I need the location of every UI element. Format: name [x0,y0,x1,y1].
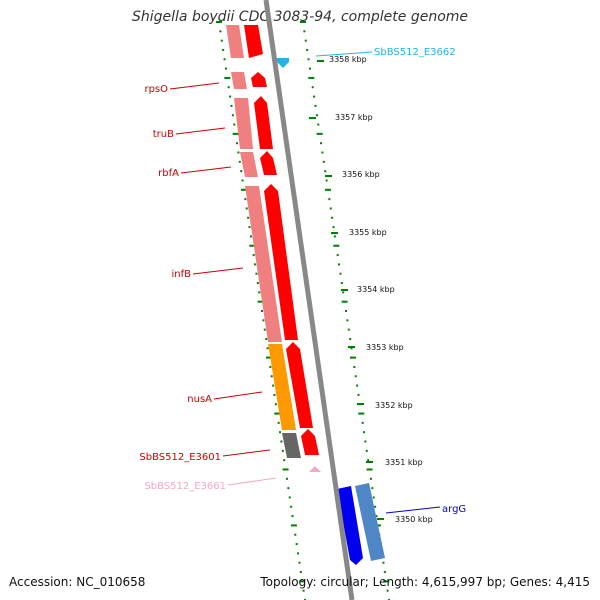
inner-dotted-ring [216,21,306,600]
accession-text: Accession: NC_010658 [9,575,146,589]
feature-SbBS512_E3662-cyan[interactable] [276,58,289,68]
kbp-tick-label: 3352 kbp [375,401,413,410]
label-leader-line [169,82,220,90]
gene-label[interactable]: SbBS512_E3661 [144,481,226,492]
feature-argG-blue[interactable] [337,486,363,565]
kbp-tick-label: 3357 kbp [335,113,373,122]
gene-label[interactable]: SbBS512_E3601 [139,452,221,463]
gene-label[interactable]: infB [172,269,192,280]
label-leader-line [175,127,226,135]
label-leader-line [180,166,232,174]
kbp-tick-label: 3353 kbp [366,343,404,352]
label-leader-line [227,477,277,486]
label-leader-line [222,449,271,457]
label-leader-line [192,267,244,275]
kbp-tick-label: 3356 kbp [342,170,380,179]
gene-label[interactable]: argG [442,504,466,515]
kbp-tick-label: 3354 kbp [357,285,395,294]
feature-SbBS512_E3601-red[interactable] [301,429,319,455]
gene-label[interactable]: nusA [187,394,212,405]
map-title: Shigella boydii CDC 3083-94, complete ge… [131,9,469,25]
feature-truB-red[interactable] [254,96,273,149]
feature-gray-small[interactable] [282,433,301,458]
kbp-ticks: 3358 kbp 3357 kbp 3356 kbp 3355 kbp 3354 kbp… [309,55,433,524]
feature-SbBS512_E3661-pink[interactable] [309,466,321,472]
label-leader-line [385,506,441,514]
gene-label[interactable]: SbBS512_E3662 [374,47,456,58]
gene-label[interactable]: rpsO [144,84,168,95]
feature-rbfA-red[interactable] [260,151,277,175]
feature-rpsO-red[interactable] [251,72,267,87]
feature-truB-light[interactable] [234,98,253,149]
feature-nusA-red[interactable] [286,342,313,428]
genome-summary-text: Topology: circular; Length: 4,615,997 bp… [260,575,590,589]
feature-top-light[interactable] [226,25,244,58]
gene-label[interactable]: rbfA [158,168,179,179]
gene-label[interactable]: truB [153,129,174,140]
feature-steelblue[interactable] [355,483,385,561]
label-leader-line [315,51,373,57]
genome-backbone [263,0,355,600]
feature-rpsO-light[interactable] [231,72,247,89]
gene-labels: SbBS512_E3662 rpsO truB rbfA infB nusA SbBS512… [139,47,466,515]
feature-nusA-orange[interactable] [268,344,296,430]
kbp-tick-label: 3350 kbp [395,515,433,524]
kbp-tick-label: 3358 kbp [329,55,367,64]
feature-infB-red[interactable] [264,184,298,340]
kbp-tick-label: 3355 kbp [349,228,387,237]
feature-infB-light[interactable] [245,186,282,342]
kbp-tick-label: 3351 kbp [385,458,423,467]
feature-top-red[interactable] [244,25,263,58]
label-leader-line [213,391,263,400]
feature-rbfA-light[interactable] [240,152,258,177]
